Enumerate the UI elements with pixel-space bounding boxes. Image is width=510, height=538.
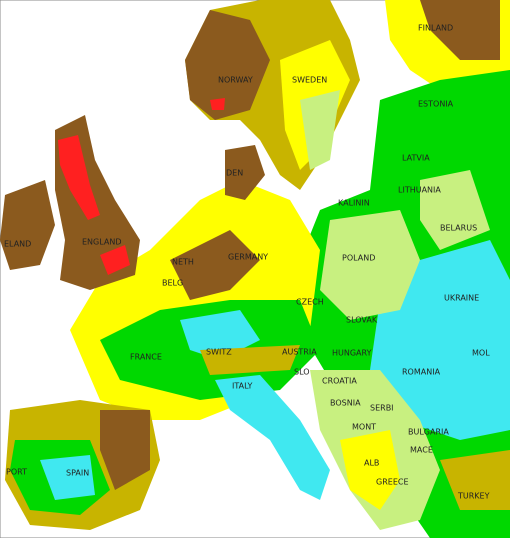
country-label: GERMANY	[228, 253, 268, 262]
land	[185, 10, 270, 120]
country-label: SERBI	[370, 404, 394, 413]
land	[170, 230, 260, 300]
land	[340, 430, 400, 510]
country-label: ITALY	[232, 382, 252, 391]
country-label: MACE	[410, 446, 433, 455]
land	[100, 410, 150, 490]
country-label: BELG	[162, 279, 183, 288]
country-label: SLO	[294, 368, 310, 377]
country-label: ELAND	[4, 240, 31, 249]
country-label: BELARUS	[440, 224, 477, 233]
country-label: CZECH	[296, 298, 324, 307]
country-label: ESTONIA	[418, 100, 454, 109]
country-label: SWEDEN	[292, 76, 327, 85]
country-label: POLAND	[342, 254, 375, 263]
country-label: FINLAND	[418, 24, 453, 33]
land	[320, 210, 420, 320]
country-label: NORWAY	[218, 76, 253, 85]
country-label: BULGARIA	[408, 428, 449, 437]
land	[180, 310, 260, 360]
country-label: PORT	[6, 468, 27, 477]
country-label: DEN	[226, 169, 243, 178]
land	[200, 345, 300, 375]
country-label: ENGLAND	[82, 238, 122, 247]
land	[420, 0, 500, 60]
country-label: LITHUANIA	[398, 186, 441, 195]
country-label: MONT	[352, 423, 376, 432]
land	[225, 145, 265, 200]
land	[40, 455, 95, 500]
country-label: AUSTRIA	[282, 348, 317, 357]
land	[215, 375, 330, 500]
land	[420, 170, 490, 250]
country-label: ROMANIA	[402, 368, 441, 377]
country-label: MOL	[472, 349, 490, 358]
land	[300, 90, 340, 170]
country-label: BOSNIA	[330, 399, 361, 408]
land	[0, 180, 55, 270]
country-label: SWITZ	[206, 348, 232, 357]
hot-zone	[100, 245, 130, 275]
hot-zone	[210, 98, 225, 110]
country-label: GREECE	[376, 478, 409, 487]
country-label: HUNGARY	[332, 349, 372, 358]
country-label: CROATIA	[322, 377, 357, 386]
country-label: UKRAINE	[444, 294, 479, 303]
country-label: LATVIA	[402, 154, 430, 163]
country-label: NETH	[172, 258, 194, 267]
country-label: SLOVAK	[346, 316, 378, 325]
hot-zone	[58, 135, 100, 220]
country-label: ALB	[364, 459, 379, 468]
country-label: FRANCE	[130, 353, 162, 362]
country-label: KALININ	[338, 199, 370, 208]
country-label: TURKEY	[457, 492, 490, 501]
country-label: SPAIN	[66, 469, 89, 478]
land	[440, 450, 510, 510]
